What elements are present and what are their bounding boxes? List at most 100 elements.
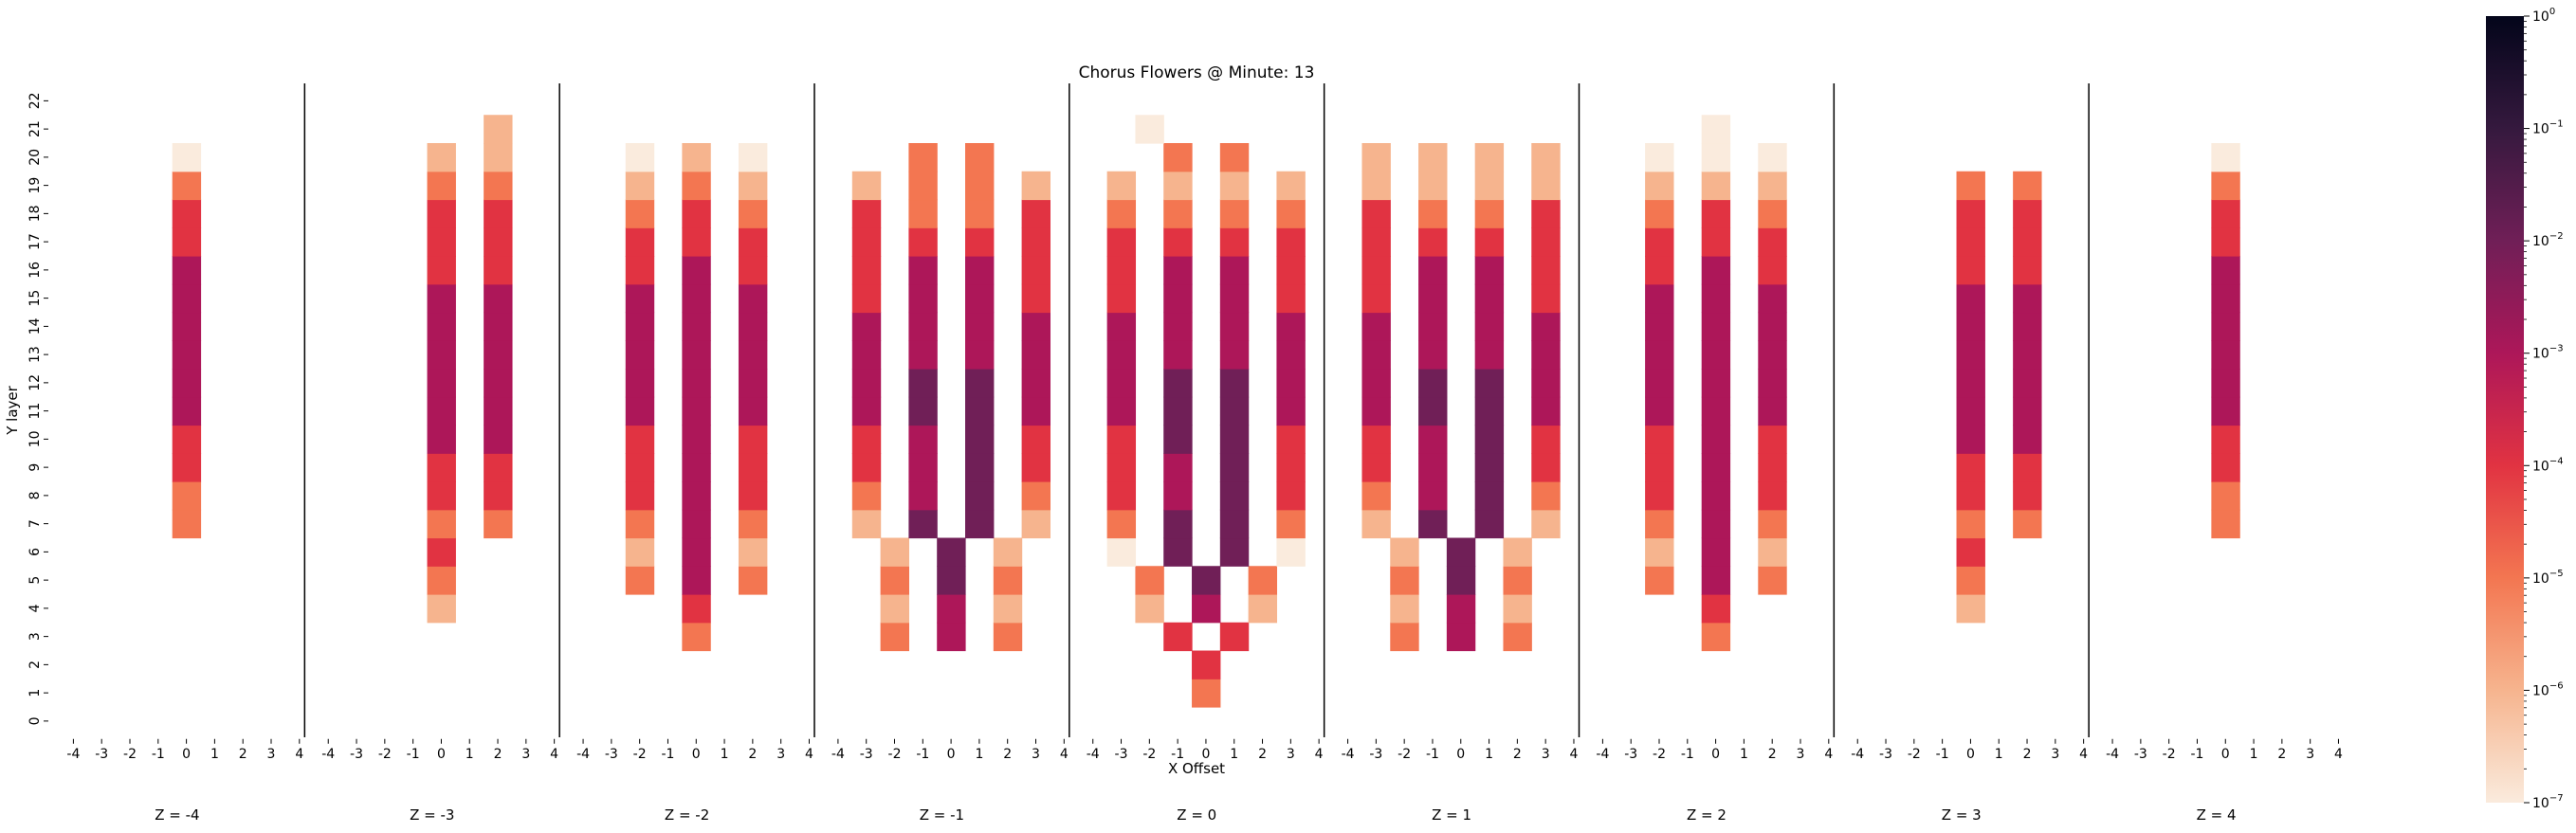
heatmap-cell [1418,340,1448,370]
x-tick-label: 1 [1740,747,1748,762]
heatmap-cell [625,425,655,454]
heatmap-cell [1474,199,1505,228]
heatmap-cell [738,143,768,172]
heatmap-cell [1645,340,1674,370]
heatmap-cell [682,340,711,370]
heatmap-cell [1758,425,1787,454]
heatmap-cell [2013,283,2042,314]
heatmap-cell [1276,171,1306,201]
x-tick-label: 0 [437,747,446,762]
heatmap-cell [1219,425,1250,454]
heatmap-cell [427,256,456,285]
heatmap-cell [625,537,655,567]
heatmap-cell [427,425,456,454]
panel-label: Z = 4 [2197,806,2237,824]
x-tick-label: -2 [1398,747,1411,762]
heatmap-cell [2211,312,2240,341]
heatmap-cell [965,312,995,341]
heatmap-cell [2013,199,2042,228]
heatmap-cell [1645,396,1674,426]
x-tick-label: 1 [466,747,474,762]
heatmap-cell [965,340,995,370]
panel-label: Z = -1 [920,806,964,824]
heatmap-cell [172,340,202,370]
heatmap-cell [172,143,202,172]
heatmap-cell [1219,369,1250,398]
heatmap-cell [993,566,1023,595]
x-tick-label: -1 [2190,747,2203,762]
heatmap-cell [1418,396,1448,426]
heatmap-cell [993,537,1023,567]
heatmap-cell [1219,509,1250,539]
x-tick-label: 0 [1711,747,1720,762]
heatmap-cell [851,171,882,201]
heatmap-cell [1645,283,1674,314]
heatmap-cell [682,622,711,652]
heatmap-cell [738,566,768,595]
heatmap-cell [1106,312,1137,341]
heatmap-cell [1531,227,1561,257]
heatmap-cell [484,369,513,398]
heatmap-cell [1701,256,1731,285]
heatmap-cell [908,340,938,370]
heatmap-cell [851,509,882,539]
heatmap-cell [1956,283,1985,314]
heatmap-cell [2013,481,2042,511]
x-tick-label: 2 [748,747,757,762]
heatmap-cell [625,509,655,539]
panel-separators [303,83,2090,737]
heatmap-cell [1474,340,1505,370]
x-tick-label: 0 [182,747,191,762]
heatmap-cell [1531,256,1561,285]
heatmap-cell [1701,396,1731,426]
heatmap-cell [1163,340,1193,370]
heatmap-cell [1418,369,1448,398]
x-tick-label: -1 [1936,747,1949,762]
heatmap-cell [1106,340,1137,370]
x-tick-label: -2 [888,747,902,762]
heatmap-cell [427,227,456,257]
heatmap-cell [1758,566,1787,595]
heatmap-cell [1758,509,1787,539]
heatmap-cell [965,509,995,539]
heatmap-cell [682,369,711,398]
heatmap-cell [908,453,938,482]
heatmap-cell [908,312,938,341]
heatmap-cell [2013,171,2042,201]
x-tick-label: 3 [776,747,785,762]
heatmap-cell [1474,227,1505,257]
heatmap-cell [880,594,909,624]
heatmap-cell [965,283,995,314]
colorbar-tick-label: 10−5 [2532,569,2564,587]
x-tick-label: -2 [1142,747,1156,762]
heatmap-cell [1956,171,1985,201]
heatmap-cell [682,199,711,228]
heatmap-cell [484,227,513,257]
heatmap-cell [172,425,202,454]
x-tick-label: 3 [1032,747,1040,762]
heatmap-cell [1219,537,1250,567]
heatmap-cell [1163,256,1193,285]
heatmap-cell [2211,227,2240,257]
y-tick-label: 15 [27,290,43,307]
y-tick-label: 19 [27,177,43,194]
heatmap-cell [1418,481,1448,511]
x-tick-label: 1 [975,747,983,762]
x-tick-label: -3 [350,747,363,762]
heatmap-cell [1645,566,1674,595]
heatmap-cell [851,312,882,341]
heatmap-cell [1474,509,1505,539]
heatmap-cell [908,509,938,539]
heatmap-cell [1701,537,1731,567]
heatmap-cell [2211,425,2240,454]
heatmap-cell [1390,566,1419,595]
heatmap-cell [965,425,995,454]
heatmap-cell [1106,425,1137,454]
heatmap-cell [1163,425,1193,454]
heatmap-cell [738,340,768,370]
heatmap-cell [1701,227,1731,257]
heatmap-cell [484,115,513,144]
heatmap-cell [682,256,711,285]
heatmap-cell [484,509,513,539]
x-tick-label: 4 [1315,747,1324,762]
